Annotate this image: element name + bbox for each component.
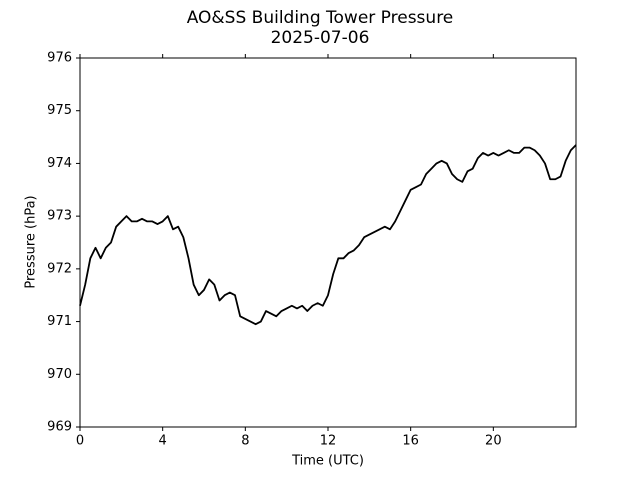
data-line: [79, 144, 577, 326]
y-axis-label: Pressure (hPa): [24, 195, 39, 288]
y-tick-label: 972: [47, 261, 72, 276]
y-tick-label: 971: [47, 314, 72, 329]
chart-subtitle: 2025-07-06: [271, 28, 370, 48]
y-tick-label: 973: [47, 209, 72, 224]
y-tick-label: 974: [47, 156, 72, 171]
x-axis-label: Time (UTC): [291, 454, 364, 469]
y-tick-label: 970: [47, 367, 72, 382]
x-tick-label: 0: [76, 434, 84, 449]
y-tick-label: 975: [47, 103, 72, 118]
x-tick-label: 16: [402, 434, 419, 449]
plot-frame: [79, 57, 577, 428]
chart-title: AO&SS Building Tower Pressure: [187, 8, 454, 28]
y-tick-label: 969: [47, 420, 72, 435]
x-tick-label: 4: [159, 434, 167, 449]
x-tick-label: 12: [320, 434, 337, 449]
y-tick-label: 976: [47, 51, 72, 66]
x-tick-label: 8: [241, 434, 249, 449]
x-tick-label: 20: [485, 434, 502, 449]
